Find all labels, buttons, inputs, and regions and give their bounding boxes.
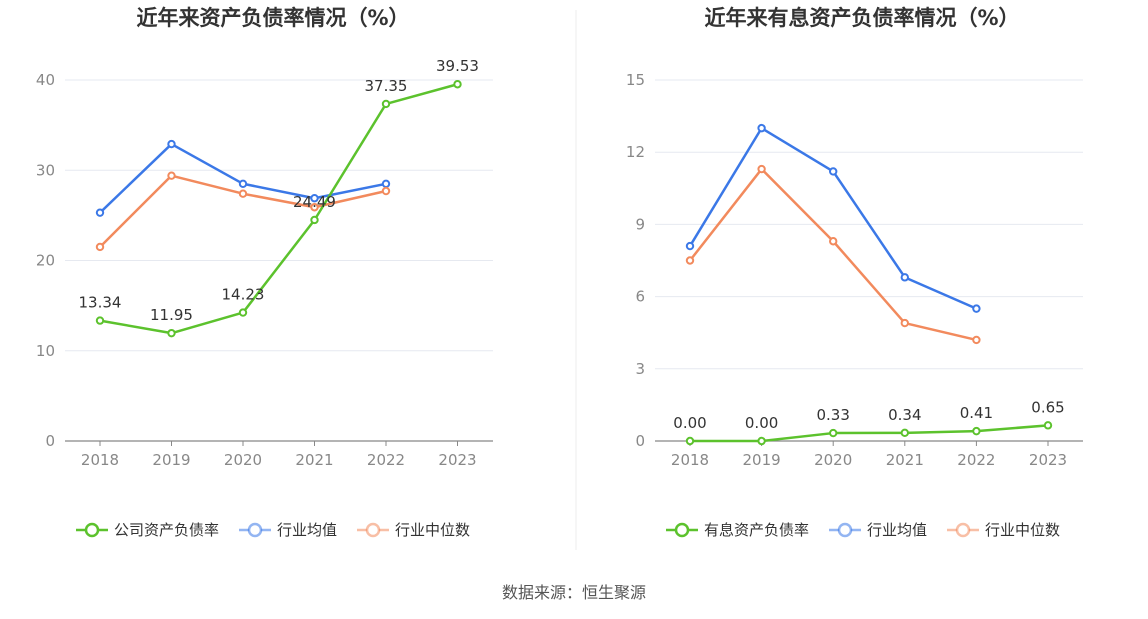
- x-tick-label: 2020: [224, 451, 262, 469]
- data-point: [95, 316, 105, 325]
- data-label: 0.00: [745, 414, 778, 432]
- data-point: [829, 237, 838, 246]
- data-label: 13.34: [79, 294, 122, 312]
- data-point: [95, 242, 105, 252]
- legend-item[interactable]: 有息资产负债率: [666, 521, 809, 539]
- data-point: [95, 208, 105, 217]
- data-label: 39.53: [436, 57, 479, 75]
- data-point: [900, 428, 909, 438]
- y-tick-label: 6: [635, 288, 645, 306]
- data-point: [685, 256, 695, 265]
- series-line: [99, 142, 387, 214]
- series-line: [688, 126, 977, 310]
- x-tick-label: 2020: [814, 451, 852, 469]
- legend-label: 行业中位数: [985, 521, 1060, 539]
- x-tick-label: 2022: [367, 451, 405, 469]
- data-point: [381, 99, 391, 109]
- legend-marker: [365, 522, 381, 538]
- data-point: [310, 194, 319, 203]
- data-point: [900, 273, 909, 282]
- legend-item[interactable]: 行业均值: [239, 521, 337, 539]
- legend-item[interactable]: 公司资产负债率: [76, 521, 219, 539]
- legend-marker: [247, 522, 263, 538]
- legend-label: 行业均值: [277, 521, 337, 539]
- y-tick-label: 3: [635, 360, 645, 378]
- y-tick-label: 15: [626, 71, 645, 89]
- x-tick-label: 2023: [438, 451, 476, 469]
- data-label: 14.23: [222, 286, 265, 304]
- legend-marker: [837, 522, 853, 538]
- y-tick-label: 10: [36, 342, 55, 360]
- data-point: [685, 241, 695, 251]
- legend-label: 行业中位数: [395, 521, 470, 539]
- data-label: 11.95: [150, 306, 193, 324]
- x-tick-label: 2018: [81, 451, 119, 469]
- debt-ratio-chart: 近年来资产负债率情况（%） 0 10 20 30 40 2018 2019 2020 2021 20…: [36, 6, 493, 539]
- data-point: [829, 167, 838, 176]
- data-label: 0.33: [816, 406, 849, 424]
- data-point: [310, 203, 319, 212]
- data-point: [900, 318, 909, 328]
- legend-item[interactable]: 行业均值: [829, 521, 927, 539]
- data-point: [381, 186, 391, 196]
- chart-title: 近年来有息资产负债率情况（%）: [704, 6, 1019, 30]
- data-label: 37.35: [365, 77, 408, 95]
- x-tick-label: 2023: [1029, 451, 1067, 469]
- legend-label: 行业均值: [867, 521, 927, 539]
- data-point: [757, 164, 766, 174]
- y-tick-label: 0: [635, 432, 645, 450]
- data-point: [757, 123, 766, 133]
- data-point: [381, 179, 391, 188]
- x-tick-label: 2022: [957, 451, 995, 469]
- chart-title: 近年来资产负债率情况（%）: [136, 6, 409, 30]
- data-label: 0.00: [673, 414, 706, 432]
- y-tick-label: 40: [36, 71, 55, 89]
- series-line: [99, 83, 458, 335]
- data-point: [829, 428, 838, 438]
- data-point: [310, 215, 319, 225]
- legend-item[interactable]: 行业中位数: [947, 521, 1060, 539]
- x-tick-label: 2021: [295, 451, 333, 469]
- legend-label: 公司资产负债率: [114, 521, 219, 539]
- data-point: [167, 139, 176, 149]
- data-point: [1043, 421, 1053, 430]
- legend-marker: [674, 522, 690, 538]
- data-point: [757, 436, 766, 446]
- y-tick-label: 12: [626, 143, 645, 161]
- data-label: 0.41: [960, 404, 993, 422]
- data-point: [167, 328, 176, 338]
- x-tick-label: 2019: [152, 451, 190, 469]
- data-label: 0.65: [1031, 398, 1064, 416]
- data-point: [238, 308, 248, 317]
- interest-debt-ratio-chart: 近年来有息资产负债率情况（%） 0 3 6 9 12 15 2018 2019 2020 2021 2…: [626, 6, 1083, 539]
- x-tick-label: 2019: [743, 451, 781, 469]
- y-tick-label: 30: [36, 161, 55, 179]
- data-point: [453, 80, 462, 89]
- data-point: [972, 335, 981, 345]
- data-point: [167, 171, 176, 180]
- source-text: 数据来源：恒生聚源: [502, 583, 646, 602]
- series-line: [689, 167, 977, 342]
- data-point: [685, 436, 695, 446]
- legend-label: 有息资产负债率: [704, 521, 809, 539]
- data-point: [238, 179, 248, 188]
- data-label: 0.34: [888, 406, 921, 424]
- data-label: 24.49: [293, 193, 336, 211]
- y-tick-label: 0: [45, 432, 55, 450]
- legend-item[interactable]: 行业中位数: [357, 521, 470, 539]
- y-tick-label: 20: [36, 252, 55, 270]
- legend-marker: [955, 522, 971, 538]
- x-tick-label: 2021: [886, 451, 924, 469]
- x-tick-label: 2018: [671, 451, 709, 469]
- y-tick-label: 9: [635, 215, 645, 233]
- data-point: [238, 189, 248, 198]
- legend-marker: [84, 522, 100, 538]
- data-point: [972, 304, 981, 313]
- data-point: [972, 426, 981, 436]
- series-line: [690, 424, 1049, 443]
